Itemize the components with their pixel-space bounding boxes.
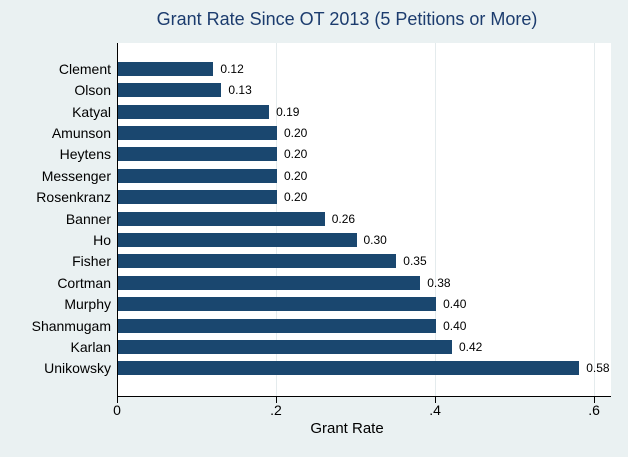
bar-row: Ho 0.30	[0, 229, 611, 250]
x-axis-title: Grant Rate	[310, 420, 384, 437]
category-label: Fisher	[72, 253, 111, 270]
bar	[118, 254, 397, 269]
bar	[118, 168, 277, 183]
bar-row: Karlan 0.42	[0, 336, 611, 357]
value-label: 0.20	[284, 125, 308, 140]
bar-row: Banner 0.26	[0, 208, 611, 229]
category-label: Messenger	[41, 167, 111, 184]
value-label: 0.20	[284, 168, 308, 183]
x-tick	[117, 397, 118, 403]
category-label: Cortman	[57, 274, 111, 291]
value-label: 0.40	[443, 318, 467, 333]
category-label: Ho	[93, 231, 111, 248]
category-label: Banner	[65, 210, 111, 227]
category-label: Katyal	[72, 103, 111, 120]
value-label: 0.13	[228, 83, 252, 98]
plot-region: Clement 0.12 Olson 0.13 Katyal 0.19 Amunson 0.2…	[0, 43, 611, 397]
category-label: Shanmugam	[31, 317, 111, 334]
value-label: 0.20	[284, 147, 308, 162]
x-tick	[435, 397, 437, 403]
bar-row: Katyal 0.19	[0, 101, 611, 122]
value-label: 0.40	[443, 297, 467, 312]
value-label: 0.20	[284, 190, 308, 205]
category-label: Amunson	[51, 124, 111, 141]
bar-row: Amunson 0.20	[0, 122, 611, 143]
x-tick-label: 0	[113, 402, 121, 418]
x-tick-label: .2	[270, 402, 282, 418]
bar-row: Olson 0.13	[0, 79, 611, 100]
bar-row: Murphy 0.40	[0, 293, 611, 314]
bar-row: Cortman 0.38	[0, 272, 611, 293]
bar	[118, 125, 277, 140]
value-label: 0.12	[220, 61, 244, 76]
category-label: Rosenkranz	[36, 189, 111, 206]
x-tick	[276, 397, 277, 403]
gridline	[594, 43, 596, 396]
bar-row: Clement 0.12	[0, 58, 611, 79]
bar	[118, 211, 325, 226]
x-tick-label: .4	[429, 402, 441, 418]
bar	[118, 297, 437, 312]
bar-row: Unikowsky 0.58	[0, 358, 611, 379]
category-label: Murphy	[64, 296, 111, 313]
gridline	[435, 43, 437, 396]
bar-rows: Clement 0.12 Olson 0.13 Katyal 0.19 Amunson 0.2…	[0, 43, 611, 396]
x-tick	[594, 397, 596, 403]
category-label: Heytens	[59, 146, 111, 163]
bar-row: Rosenkranz 0.20	[0, 186, 611, 207]
bar	[118, 339, 452, 354]
chart-title: Grant Rate Since OT 2013 (5 Petitions or…	[156, 9, 538, 29]
x-tick-label: .6	[588, 402, 600, 418]
value-label: 0.38	[427, 275, 451, 290]
category-label: Unikowsky	[44, 360, 111, 377]
value-label: 0.42	[459, 339, 483, 354]
bar	[118, 361, 580, 376]
value-label: 0.30	[363, 232, 387, 247]
value-label: 0.58	[586, 361, 610, 376]
bar	[118, 147, 277, 162]
category-label: Karlan	[70, 338, 111, 355]
bar	[118, 275, 421, 290]
category-label: Clement	[58, 60, 111, 77]
value-label: 0.19	[276, 104, 300, 119]
bar	[118, 83, 222, 98]
bar-row: Messenger 0.20	[0, 165, 611, 186]
value-label: 0.26	[331, 211, 356, 226]
bar	[118, 61, 214, 76]
category-label: Olson	[74, 82, 111, 99]
bar	[118, 232, 357, 247]
bar	[118, 104, 270, 119]
bar	[118, 190, 277, 205]
bar-row: Heytens 0.20	[0, 144, 611, 165]
value-label: 0.35	[403, 254, 427, 269]
bar-row: Shanmugam 0.40	[0, 315, 611, 336]
bar-row: Fisher 0.35	[0, 251, 611, 272]
bar	[118, 318, 437, 333]
